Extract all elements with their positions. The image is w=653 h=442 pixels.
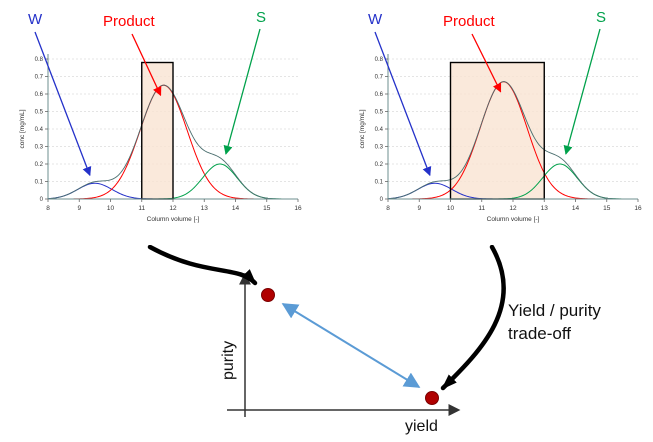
x-tick-label: 9 (417, 205, 421, 212)
chromatogram-narrow-window: 0 0.1 0.2 0.3 0.4 0.5 0.6 0.7 0.8 8 9 10 11 12 13 14 15 1… (8, 4, 308, 244)
high-purity-operating-point (261, 288, 275, 302)
label-s: S (596, 9, 606, 26)
x-tick-label: 10 (447, 205, 455, 212)
y-axis-label: conc [mg/mL] (19, 109, 26, 148)
y-tick-label: 0.5 (375, 110, 384, 116)
y-tick-label: 0.3 (35, 145, 44, 151)
y-tick-label: 0.4 (375, 127, 384, 133)
y-tick-label: 0.4 (35, 127, 44, 133)
y-tick-label: 0.8 (35, 57, 44, 63)
x-axis-label: Column volume [-] (487, 216, 540, 223)
label-product: Product (103, 13, 156, 30)
collection-window-fill (450, 62, 545, 199)
arrow-to-s-peak (223, 28, 261, 155)
y-tick-label: 0.3 (375, 145, 384, 151)
x-tick-label: 15 (603, 205, 611, 212)
label-s: S (256, 9, 266, 26)
y-tick-label: 0.7 (375, 75, 384, 81)
arrow-to-s-peak (563, 28, 601, 155)
arrow-to-w-peak (34, 31, 92, 177)
chromatogram-wide-window: 0 0.1 0.2 0.3 0.4 0.5 0.6 0.7 0.8 8 9 10 11 12 13 14 15 1… (348, 4, 648, 244)
y-tick-label: 0.8 (375, 57, 384, 63)
x-tick-label: 8 (46, 205, 50, 212)
y-tick-label: 0.1 (35, 180, 44, 186)
tradeoff-annotation: Yield / purity trade-off (508, 300, 648, 346)
curve-total (387, 81, 638, 200)
chromatogram-narrow-window-svg: 0 0.1 0.2 0.3 0.4 0.5 0.6 0.7 0.8 8 9 10 11 12 13 14 15 1… (19, 9, 302, 223)
tradeoff-sketch: purity yield (147, 245, 506, 435)
x-tick-label: 11 (478, 205, 485, 212)
x-tick-label: 16 (294, 205, 302, 212)
purity-axis-label: purity (220, 341, 237, 380)
y-tick-label: 0.6 (35, 92, 44, 98)
label-product: Product (443, 13, 496, 30)
arrow-to-w-peak (374, 31, 432, 177)
flow-arrow-from-wide-window (440, 245, 506, 391)
y-tick-label: 0.5 (35, 110, 44, 116)
label-w: W (28, 11, 43, 28)
yield-axis-label: yield (405, 418, 438, 435)
tradeoff-annotation-line1: Yield / purity (508, 301, 601, 320)
x-tick-label: 13 (541, 205, 549, 212)
y-tick-label: 0 (380, 197, 384, 203)
high-yield-operating-point (425, 391, 439, 405)
x-tick-label: 13 (201, 205, 209, 212)
y-tick-label: 0.2 (35, 162, 44, 168)
y-tick-label: 0.7 (35, 75, 44, 81)
x-tick-label: 9 (77, 205, 81, 212)
x-tick-label: 14 (572, 205, 580, 212)
label-w: W (368, 11, 383, 28)
x-tick-label: 14 (232, 205, 240, 212)
flow-arrow-from-narrow-window (147, 245, 258, 286)
arrow-to-product-peak (471, 33, 502, 93)
arrow-to-product-peak (131, 33, 162, 97)
x-tick-label: 11 (138, 205, 145, 212)
y-tick-label: 0 (40, 197, 44, 203)
x-tick-label: 10 (107, 205, 115, 212)
x-axis-label: Column volume [-] (147, 216, 200, 223)
y-tick-label: 0.6 (375, 92, 384, 98)
x-tick-label: 12 (509, 205, 517, 212)
chromatogram-wide-window-svg: 0 0.1 0.2 0.3 0.4 0.5 0.6 0.7 0.8 8 9 10 11 12 13 14 15 1… (359, 9, 642, 223)
y-axis-label: conc [mg/mL] (359, 109, 366, 148)
x-tick-label: 16 (634, 205, 642, 212)
y-tick-label: 0.2 (375, 162, 384, 168)
x-tick-label: 8 (386, 205, 390, 212)
tradeoff-double-arrow (281, 303, 421, 388)
y-tick-label: 0.1 (375, 180, 384, 186)
x-tick-label: 15 (263, 205, 271, 212)
tradeoff-annotation-line2: trade-off (508, 323, 572, 343)
x-tick-label: 12 (169, 205, 177, 212)
collection-window-fill (141, 62, 173, 199)
